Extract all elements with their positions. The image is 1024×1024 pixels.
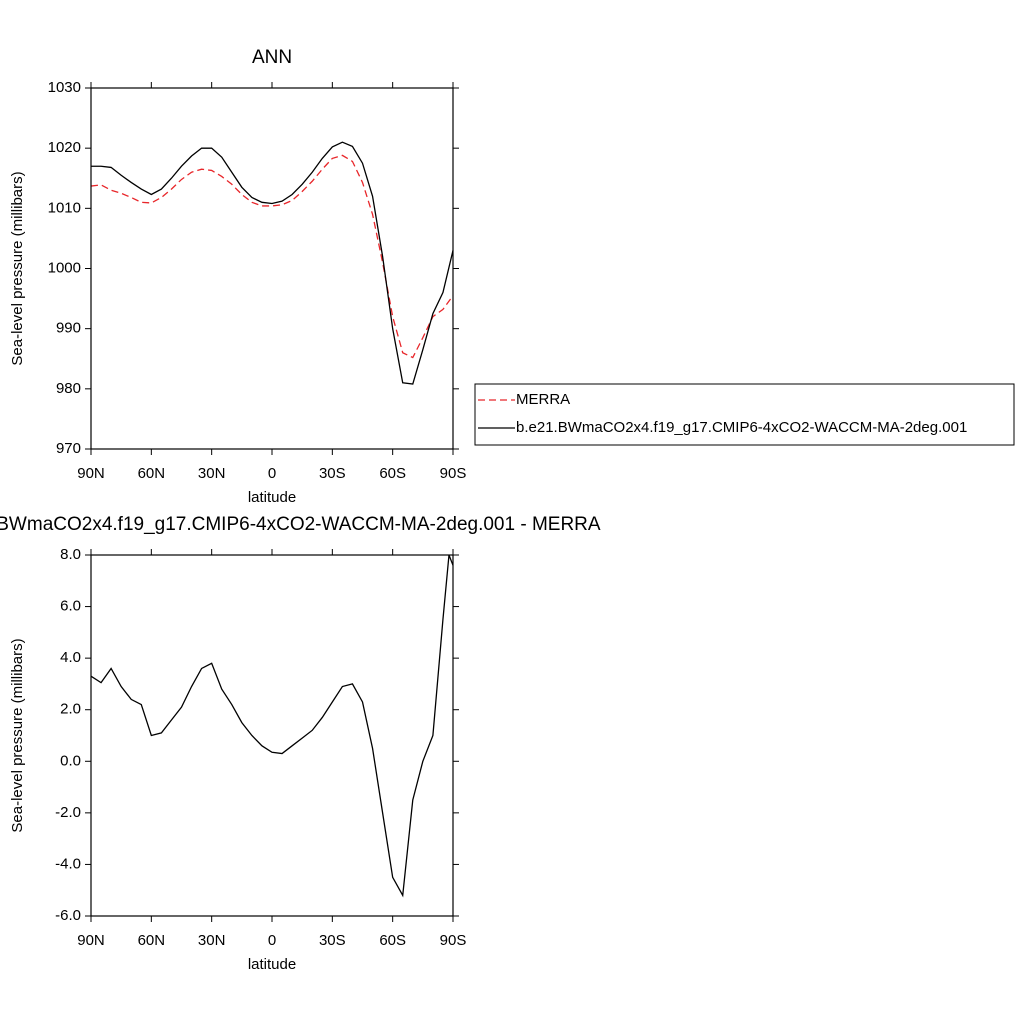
plot-frame [90, 87, 454, 450]
y-tick-label: 1020 [48, 139, 81, 156]
y-tick-label: 6.0 [60, 598, 81, 615]
chart-title: b.e21.BWmaCO2x4.f19_g17.CMIP6-4xCO2-WACC… [0, 514, 601, 535]
y-tick-label: 970 [56, 440, 81, 457]
y-tick-label: 4.0 [60, 649, 81, 666]
data-line [90, 554, 454, 898]
x-tick-label: 60S [379, 932, 406, 949]
y-tick-label: -2.0 [55, 804, 81, 821]
x-tick-label: 60S [379, 465, 406, 482]
plot-frame [90, 554, 454, 917]
y-axis-label: Sea-level pressure (millibars) [9, 171, 26, 365]
y-tick-label: 2.0 [60, 701, 81, 718]
y-tick-label: -4.0 [55, 855, 81, 872]
y-tick-label: 1030 [48, 79, 81, 96]
x-tick-label: 30S [319, 465, 346, 482]
x-tick-label: 90S [440, 932, 467, 949]
x-tick-label: 90N [77, 932, 105, 949]
legend-label: b.e21.BWmaCO2x4.f19_g17.CMIP6-4xCO2-WACC… [516, 419, 967, 436]
x-tick-label: 30N [198, 932, 226, 949]
x-tick-label: 90S [440, 465, 467, 482]
x-tick-label: 90N [77, 465, 105, 482]
x-axis-label: latitude [248, 489, 296, 506]
x-tick-label: 30N [198, 465, 226, 482]
y-tick-label: 8.0 [60, 546, 81, 563]
y-tick-label: -6.0 [55, 907, 81, 924]
y-tick-label: 1010 [48, 199, 81, 216]
data-line [90, 154, 454, 359]
chart-title: ANN [252, 47, 292, 68]
y-axis-label: Sea-level pressure (millibars) [9, 638, 26, 832]
x-axis-label: latitude [248, 956, 296, 973]
x-tick-label: 60N [138, 932, 166, 949]
legend-label: MERRA [516, 391, 570, 408]
x-tick-label: 30S [319, 932, 346, 949]
legend-box [474, 383, 1015, 446]
x-tick-label: 60N [138, 465, 166, 482]
y-tick-label: 1000 [48, 259, 81, 276]
data-line [91, 141, 454, 385]
y-tick-label: 980 [56, 380, 81, 397]
y-tick-label: 990 [56, 320, 81, 337]
y-tick-label: 0.0 [60, 752, 81, 769]
x-tick-label: 0 [268, 465, 276, 482]
x-tick-label: 0 [268, 932, 276, 949]
